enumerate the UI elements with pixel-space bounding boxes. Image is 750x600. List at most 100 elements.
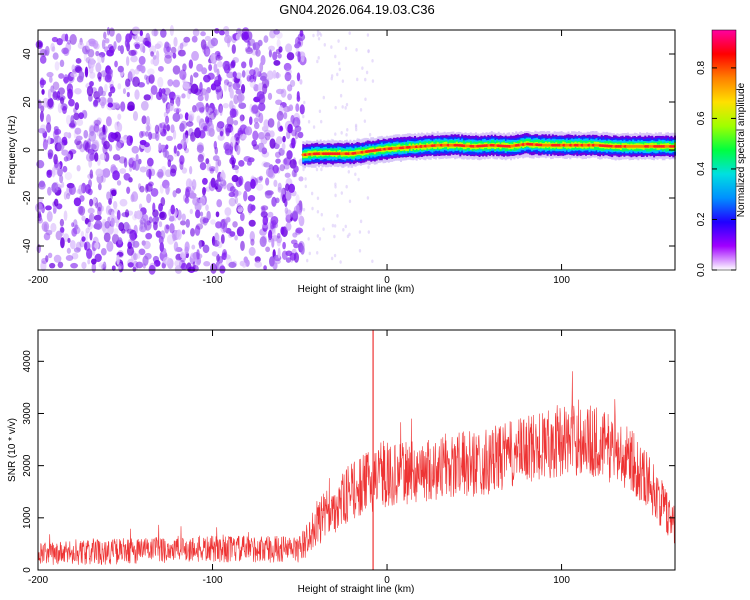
- noise-blob: [105, 116, 112, 127]
- noise-blob: [51, 36, 59, 43]
- noise-blob: [272, 164, 279, 174]
- noise-blob: [192, 261, 196, 272]
- noise-blob: [45, 229, 53, 236]
- noise-blob: [287, 123, 293, 134]
- noise-blob: [87, 221, 93, 230]
- noise-blob: [210, 177, 216, 188]
- noise-blob: [345, 102, 349, 107]
- noise-blob: [338, 67, 342, 72]
- noise-blob: [89, 125, 95, 137]
- noise-blob: [97, 183, 102, 191]
- noise-blob: [139, 131, 144, 139]
- noise-blob: [224, 148, 233, 156]
- noise-blob: [271, 237, 275, 248]
- noise-blob: [230, 135, 236, 147]
- noise-blob: [243, 190, 248, 202]
- noise-blob: [250, 178, 256, 190]
- noise-blob: [125, 78, 131, 88]
- noise-blob: [162, 97, 166, 104]
- noise-blob: [247, 40, 251, 49]
- noise-blob: [283, 112, 288, 120]
- noise-blob: [295, 194, 300, 205]
- noise-blob: [40, 105, 45, 113]
- noise-blob: [254, 256, 261, 263]
- noise-blob: [166, 46, 172, 53]
- noise-blob: [123, 221, 130, 232]
- noise-blob: [140, 65, 146, 74]
- noise-blob: [229, 88, 234, 99]
- noise-blob: [202, 216, 208, 226]
- noise-blob: [344, 106, 347, 110]
- noise-blob: [158, 142, 162, 152]
- noise-blob: [311, 206, 314, 211]
- noise-blob: [299, 29, 304, 37]
- noise-blob: [250, 238, 255, 246]
- noise-blob: [214, 84, 222, 93]
- noise-blob: [363, 119, 367, 123]
- noise-blob: [263, 265, 267, 271]
- noise-blob: [67, 88, 73, 100]
- noise-blob: [153, 28, 158, 37]
- noise-blob: [130, 232, 136, 244]
- noise-blob: [158, 235, 164, 245]
- colorbar-gradient: [711, 29, 737, 271]
- noise-blob: [340, 191, 344, 195]
- noise-blob: [285, 257, 292, 263]
- snr-xlabel: Height of straight line (km): [298, 584, 415, 595]
- noise-blob: [226, 116, 234, 127]
- noise-blob: [367, 165, 370, 169]
- noise-blob: [291, 137, 296, 149]
- noise-blob: [182, 63, 187, 72]
- noise-blob: [127, 101, 135, 111]
- noise-blob: [184, 112, 189, 121]
- noise-blob: [164, 224, 170, 234]
- noise-blob: [101, 90, 107, 97]
- noise-blob: [88, 131, 97, 142]
- noise-blob: [172, 79, 180, 88]
- noise-blob: [339, 93, 343, 98]
- noise-blob: [231, 59, 236, 68]
- noise-blob: [157, 168, 164, 179]
- noise-blob: [221, 252, 227, 261]
- noise-blob: [51, 182, 59, 193]
- noise-blob: [117, 265, 122, 271]
- noise-blob: [103, 31, 107, 40]
- noise-blob: [219, 30, 225, 36]
- noise-blob: [298, 176, 304, 182]
- noise-blob: [339, 260, 342, 264]
- noise-blob: [47, 152, 53, 160]
- noise-blob: [252, 42, 261, 50]
- noise-blob: [144, 183, 149, 193]
- noise-blob: [282, 241, 286, 250]
- noise-blob: [151, 28, 159, 37]
- noise-blob: [199, 81, 203, 93]
- noise-blob: [145, 232, 153, 240]
- noise-blob: [250, 105, 259, 115]
- noise-blob: [95, 168, 104, 178]
- noise-blob: [172, 233, 177, 242]
- noise-blob: [278, 46, 283, 53]
- noise-blob: [148, 131, 153, 141]
- noise-blob: [266, 70, 274, 81]
- noise-blob: [64, 172, 73, 181]
- noise-blob: [132, 266, 137, 272]
- noise-blob: [174, 259, 182, 268]
- noise-blob: [223, 251, 227, 258]
- noise-blob: [119, 168, 127, 174]
- noise-blob: [252, 130, 259, 141]
- noise-blob: [196, 144, 204, 154]
- noise-blob: [298, 240, 305, 252]
- noise-blob: [216, 199, 223, 208]
- noise-blob: [54, 135, 58, 143]
- noise-blob: [286, 84, 293, 92]
- colorbar-label: Normalized spectral amplitude: [736, 82, 747, 217]
- noise-blob: [229, 108, 237, 119]
- noise-blob: [304, 184, 307, 189]
- noise-blob: [90, 258, 97, 265]
- noise-blob: [280, 88, 287, 98]
- noise-blob: [367, 49, 370, 53]
- noise-blob: [46, 99, 55, 110]
- noise-blob: [193, 72, 199, 78]
- snr-ylabel: SNR (10 * v/v): [7, 418, 18, 482]
